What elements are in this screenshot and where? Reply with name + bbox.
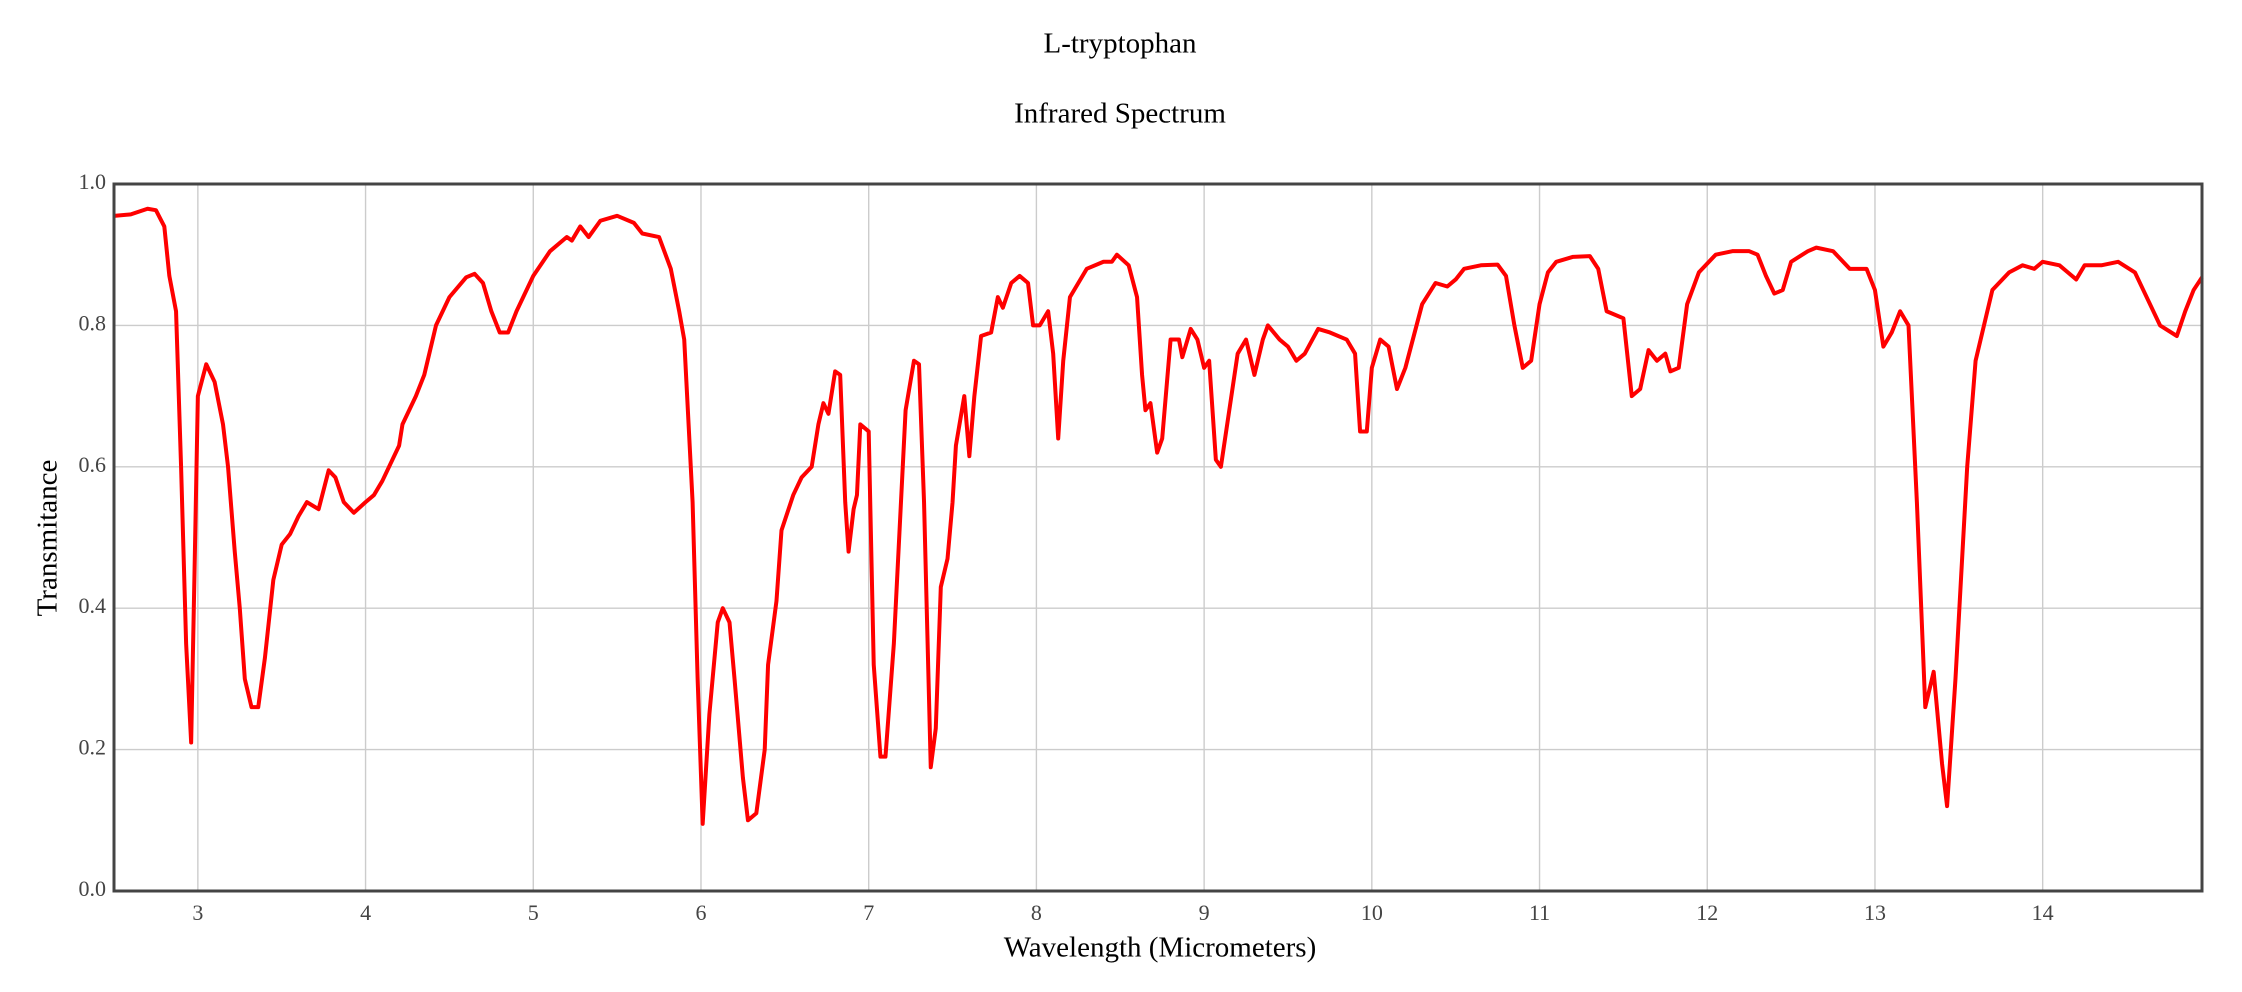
- x-tick-label: 9: [1199, 900, 1210, 925]
- y-tick-label: 0.2: [79, 735, 107, 760]
- x-tick-label: 12: [1696, 900, 1718, 925]
- x-tick-label: 10: [1361, 900, 1383, 925]
- x-tick-label: 11: [1529, 900, 1550, 925]
- x-tick-label: 7: [863, 900, 874, 925]
- x-tick-label: 8: [1031, 900, 1042, 925]
- x-tick-label: 3: [192, 900, 203, 925]
- x-tick-label: 5: [528, 900, 539, 925]
- x-tick-label: 6: [695, 900, 706, 925]
- plot-border: [112, 182, 2204, 893]
- y-tick-label: 0.8: [79, 310, 107, 335]
- x-axis-label: Wavelength (Micrometers): [1004, 932, 1317, 964]
- chart-subtitle: Infrared Spectrum: [1014, 98, 1226, 130]
- y-tick-label: 0.4: [79, 593, 107, 618]
- y-axis-label: Transmitance: [32, 460, 64, 617]
- x-tick-label: 14: [2032, 900, 2054, 925]
- y-tick-label: 1.0: [79, 169, 107, 194]
- y-tick-label: 0.6: [79, 452, 107, 477]
- chart-title: L-tryptophan: [1043, 28, 1197, 60]
- x-tick-label: 13: [1864, 900, 1886, 925]
- spectrum-line: [113, 206, 2204, 826]
- y-tick-label: 0.0: [79, 876, 107, 901]
- x-tick-label: 4: [360, 900, 371, 925]
